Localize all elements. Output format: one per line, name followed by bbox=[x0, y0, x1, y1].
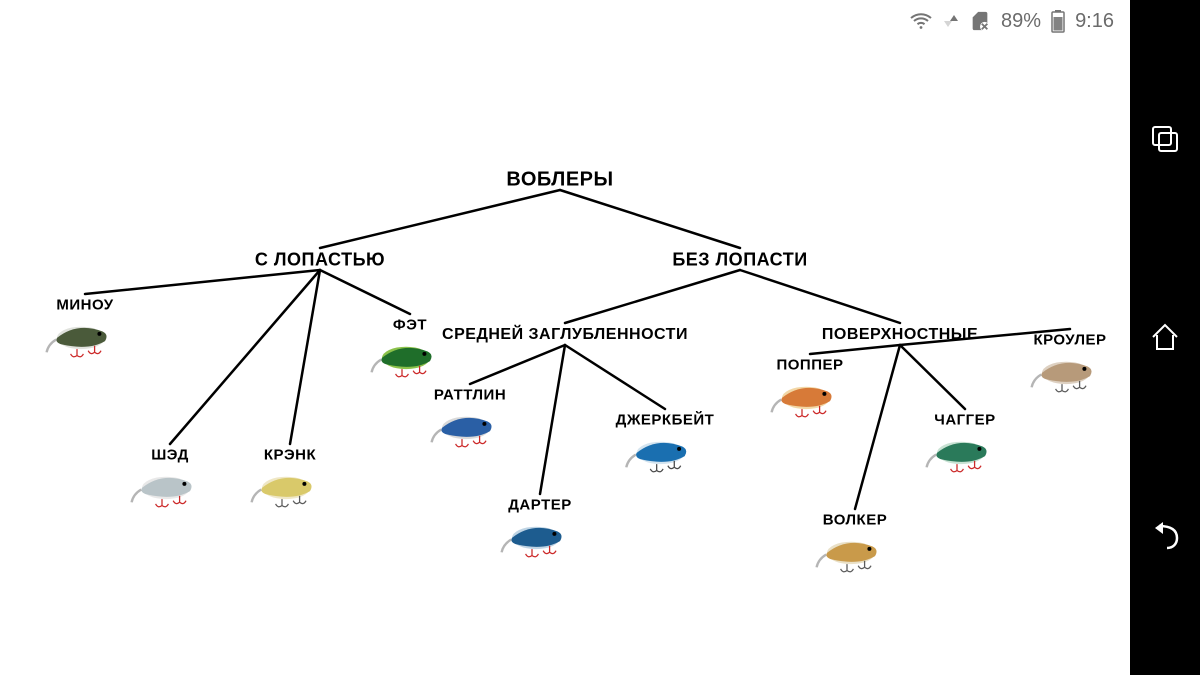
lure-icon bbox=[45, 316, 125, 364]
battery-icon bbox=[1051, 9, 1065, 33]
lure-icon bbox=[250, 466, 330, 514]
lure-icon bbox=[500, 516, 580, 564]
node-label: КРЭНК bbox=[264, 447, 316, 464]
battery-percent: 89% bbox=[1001, 10, 1041, 33]
node-label: ВОБЛЕРЫ bbox=[506, 169, 613, 192]
back-button[interactable] bbox=[1130, 501, 1200, 571]
lure-icon bbox=[370, 336, 450, 384]
clock-time: 9:16 bbox=[1075, 10, 1114, 33]
status-bar: 89% 9:16 bbox=[0, 0, 1130, 42]
lure-icon bbox=[430, 406, 510, 454]
node-minou: МИНОУ bbox=[45, 297, 125, 364]
node-label: ДАРТЕР bbox=[508, 497, 572, 514]
node-chugger: ЧАГГЕР bbox=[925, 412, 1005, 479]
node-label: ШЭД bbox=[151, 447, 189, 464]
node-crawler: КРОУЛЕР bbox=[1030, 332, 1110, 399]
status-right: 89% 9:16 bbox=[909, 9, 1130, 33]
node-root: ВОБЛЕРЫ bbox=[506, 169, 613, 192]
home-button[interactable] bbox=[1130, 302, 1200, 372]
lure-icon bbox=[925, 431, 1005, 479]
recent-apps-button[interactable] bbox=[1130, 104, 1200, 174]
node-crank: КРЭНК bbox=[250, 447, 330, 514]
node-pov: ПОВЕРХНОСТНЫЕ bbox=[822, 326, 978, 344]
tree-edges bbox=[0, 50, 1130, 670]
node-label: ПОППЕР bbox=[776, 357, 843, 374]
node-bez: БЕЗ ЛОПАСТИ bbox=[672, 250, 807, 271]
lure-icon bbox=[815, 531, 895, 579]
node-label: БЕЗ ЛОПАСТИ bbox=[672, 250, 807, 271]
node-label: ПОВЕРХНОСТНЫЕ bbox=[822, 326, 978, 344]
lure-icon bbox=[1030, 351, 1110, 399]
lure-icon bbox=[130, 466, 210, 514]
node-label: С ЛОПАСТЬЮ bbox=[255, 250, 385, 271]
node-lopast: С ЛОПАСТЬЮ bbox=[255, 250, 385, 271]
wobbler-tree-diagram: ВОБЛЕРЫ С ЛОПАСТЬЮ БЕЗ ЛОПАСТИ МИНОУ ШЭД КР… bbox=[0, 50, 1130, 670]
node-popper: ПОППЕР bbox=[770, 357, 850, 424]
node-fat: ФЭТ bbox=[370, 317, 450, 384]
node-ratlin: РАТТЛИН bbox=[430, 387, 510, 454]
node-sred: СРЕДНЕЙ ЗАГЛУБЛЕННОСТИ bbox=[442, 326, 688, 344]
lure-icon bbox=[770, 376, 850, 424]
node-darter: ДАРТЕР bbox=[500, 497, 580, 564]
node-label: КРОУЛЕР bbox=[1033, 332, 1106, 349]
node-volker: ВОЛКЕР bbox=[815, 512, 895, 579]
sd-card-icon bbox=[969, 10, 991, 32]
node-shed: ШЭД bbox=[130, 447, 210, 514]
node-label: ЧАГГЕР bbox=[934, 412, 995, 429]
node-label: ФЭТ bbox=[393, 317, 427, 334]
node-label: ВОЛКЕР bbox=[823, 512, 887, 529]
node-label: РАТТЛИН bbox=[434, 387, 506, 404]
node-jerk: ДЖЕРКБЕЙТ bbox=[616, 412, 715, 479]
node-label: МИНОУ bbox=[56, 297, 113, 314]
node-label: СРЕДНЕЙ ЗАГЛУБЛЕННОСТИ bbox=[442, 326, 688, 344]
data-sync-icon bbox=[943, 9, 959, 33]
lure-icon bbox=[625, 431, 705, 479]
android-nav-bar bbox=[1130, 0, 1200, 675]
wifi-icon bbox=[909, 9, 933, 33]
node-label: ДЖЕРКБЕЙТ bbox=[616, 412, 715, 429]
